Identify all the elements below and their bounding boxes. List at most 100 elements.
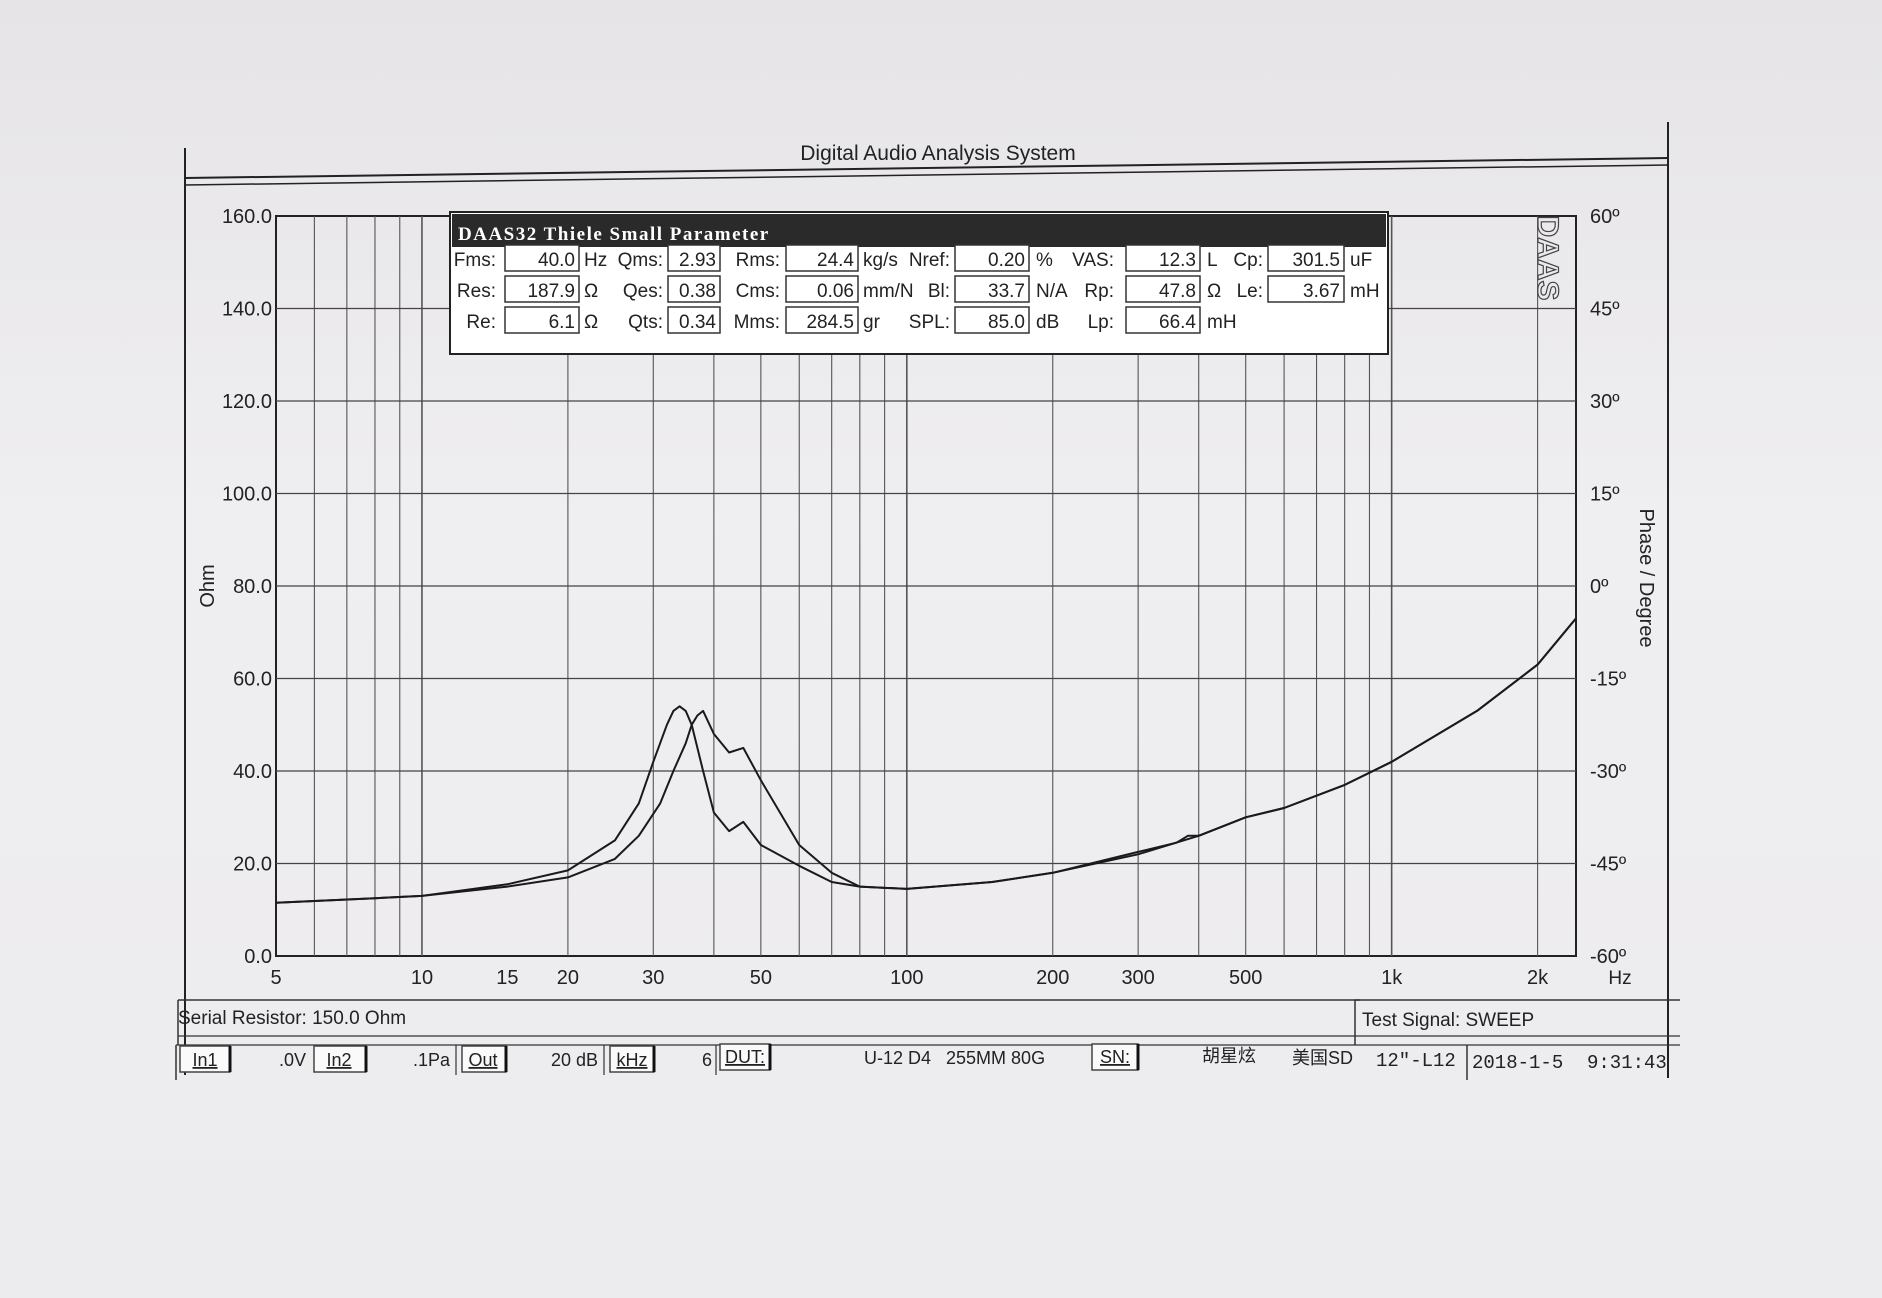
param-value: 187.9: [527, 281, 575, 302]
y-tick-label: 160.0: [222, 206, 272, 228]
param-value-box: [954, 306, 1030, 334]
in1-button[interactable]: In1: [179, 1045, 232, 1073]
param-cms: Cms: 0.06 mm/N: [736, 275, 914, 303]
param-unit: mm/N: [863, 281, 914, 302]
param-unit: Hz: [584, 250, 607, 271]
x-tick-label: 10: [411, 967, 433, 989]
param-unit: kg/s: [863, 250, 898, 271]
param-label: Re:: [466, 312, 496, 333]
test-signal: Test Signal: SWEEP: [1362, 1010, 1534, 1031]
y-tick-label: 20.0: [233, 854, 272, 876]
param-value-box: [1125, 244, 1201, 272]
daas-logo: DAAS: [1530, 215, 1564, 301]
param-unit: L: [1207, 250, 1218, 271]
pressure-level: .1Pa: [413, 1050, 451, 1070]
param-vas: VAS: 12.3 L: [1072, 244, 1218, 272]
param-value-box: [785, 275, 859, 303]
param-label: Mms:: [734, 312, 780, 333]
in2-button[interactable]: In2: [313, 1045, 368, 1073]
param-value: 85.0: [988, 312, 1025, 333]
dut-button[interactable]: DUT:: [719, 1043, 772, 1071]
y2-tick-label: 0º: [1590, 576, 1609, 598]
param-qms: Qms: 2.93: [618, 244, 721, 272]
y2-tick-label: 15º: [1590, 484, 1620, 506]
x-tick-label: 300: [1121, 967, 1154, 989]
impedance-curve-1: [275, 617, 1577, 904]
param-label: Qms:: [618, 250, 663, 271]
param-label: Lp:: [1088, 312, 1114, 333]
out-button[interactable]: Out: [461, 1045, 508, 1073]
param-res: Res: 187.9 Ω: [457, 275, 598, 303]
param-value-box: [1267, 275, 1345, 303]
param-value: 0.20: [988, 250, 1025, 271]
x-tick-label: 5: [270, 967, 281, 989]
param-qts: Qts: 0.34: [628, 306, 721, 334]
app-title: Digital Audio Analysis System: [800, 142, 1075, 165]
param-spl: SPL: 85.0 dB: [909, 306, 1059, 334]
y-tick-label: 0.0: [244, 946, 272, 968]
device-model: U-12 D4 255MM 80G: [864, 1048, 1045, 1068]
origin-label: 美国SD: [1292, 1048, 1353, 1068]
param-value: 40.0: [538, 250, 575, 271]
param-value: 284.5: [806, 312, 854, 333]
x-tick-label: 20: [557, 967, 579, 989]
param-nref: Nref: 0.20%: [909, 244, 1053, 272]
test-time: 9:31:43: [1587, 1052, 1667, 1074]
param-rp: Rp: 47.8 Ω: [1084, 275, 1221, 303]
param-cp: Cp: 301.5 uF: [1233, 244, 1372, 272]
param-unit: N/A: [1036, 281, 1068, 302]
param-value-box: [667, 244, 721, 272]
param-value-box: [954, 244, 1030, 272]
outer-frame: [184, 122, 1669, 1078]
param-label: Bl:: [928, 281, 950, 302]
param-le: Le: 3.67 mH: [1237, 275, 1380, 303]
test-date: 2018-1-5: [1472, 1052, 1563, 1074]
param-label: Qts:: [628, 312, 663, 333]
param-value-box: [504, 275, 580, 303]
param-label: Rms:: [736, 250, 780, 271]
param-value: 301.5: [1292, 250, 1340, 271]
y2-tick-label: -15º: [1590, 669, 1627, 691]
voltage-level: .0V: [279, 1050, 306, 1070]
param-value: 0.34: [679, 312, 716, 333]
param-rms: Rms: 24.4 kg/s: [736, 244, 898, 272]
param-value-box: [504, 244, 580, 272]
param-unit: Ω: [584, 281, 598, 302]
param-value-box: [1125, 306, 1201, 334]
param-label: Nref:: [909, 250, 950, 271]
x-tick-label: 30: [642, 967, 664, 989]
x-tick-label: 1k: [1381, 967, 1403, 989]
param-value-box: [667, 306, 721, 334]
y-tick-label: 140.0: [222, 299, 272, 321]
y2-tick-label: -60º: [1590, 946, 1627, 968]
svg-text:In1: In1: [192, 1050, 217, 1070]
y-tick-label: 100.0: [222, 484, 272, 506]
right-axis-ticks: 60º 45º 30º 15º 0º -15º -30º -45º -60º: [1590, 206, 1627, 968]
param-qes: Qes: 0.38: [623, 275, 721, 303]
param-unit: %: [1036, 250, 1053, 271]
svg-text:SN:: SN:: [1100, 1047, 1130, 1067]
khz-button[interactable]: kHz: [609, 1045, 656, 1073]
x-tick-label: 15: [496, 967, 518, 989]
param-unit: Ω: [584, 312, 598, 333]
svg-text:kHz: kHz: [617, 1050, 648, 1070]
svg-text:DUT:: DUT:: [725, 1047, 765, 1067]
ts-parameter-panel: DAAS32 Thiele Small Parameter Fms: 40.0 Hz…: [449, 211, 1389, 355]
param-value: 66.4: [1159, 312, 1196, 333]
y2-tick-label: 30º: [1590, 391, 1620, 413]
param-value-box: [954, 275, 1030, 303]
ts-panel-title: DAAS32 Thiele Small Parameter: [458, 224, 770, 245]
svg-text:Out: Out: [468, 1050, 497, 1070]
status-bar: Serial Resistor: 150.0 Ohm Test Signal: …: [175, 999, 1680, 1080]
param-value-box: [667, 275, 721, 303]
left-axis-ticks: 0.0 20.0 40.0 60.0 80.0 100.0 120.0 140.0 160.0: [222, 206, 272, 968]
svg-text:In2: In2: [326, 1050, 351, 1070]
svg-text:DAAS: DAAS: [1531, 215, 1564, 300]
param-bl: Bl: 33.7 N/A: [928, 275, 1068, 303]
param-value-box: [504, 306, 580, 334]
y-tick-label: 60.0: [233, 669, 272, 691]
param-re: Re: 6.1 Ω: [466, 306, 598, 334]
sn-button[interactable]: SN:: [1091, 1043, 1140, 1071]
param-label: Le:: [1237, 281, 1263, 302]
x-axis-ticks: 5 10 15 20 30 50 100 200 300 500 1k 2k: [270, 967, 1549, 989]
